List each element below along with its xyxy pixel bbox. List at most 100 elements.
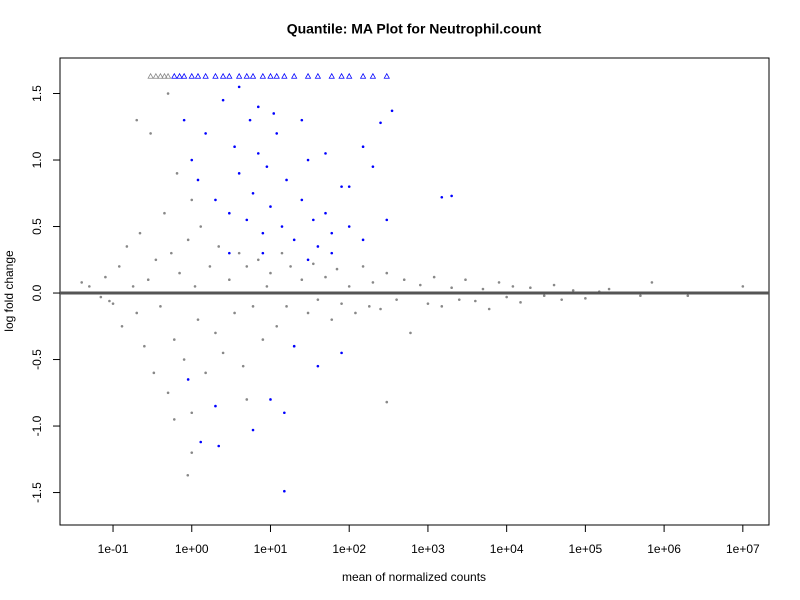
point <box>584 297 587 300</box>
capped-point <box>235 72 243 79</box>
point <box>385 400 389 404</box>
capped-point <box>157 72 164 79</box>
point <box>237 85 241 89</box>
point <box>265 165 269 168</box>
point <box>166 92 170 95</box>
x-tick-label: 1e+07 <box>726 542 760 556</box>
point <box>379 121 382 125</box>
point <box>330 318 334 321</box>
point <box>285 178 288 182</box>
x-tick-label: 1e-01 <box>98 542 129 556</box>
point <box>340 185 343 188</box>
capped-point <box>328 72 335 79</box>
point <box>251 305 255 308</box>
point <box>172 418 176 421</box>
point <box>379 307 382 311</box>
x-tick-label: 1e+03 <box>411 542 445 556</box>
point <box>497 281 501 284</box>
point <box>190 451 194 454</box>
point <box>464 278 467 282</box>
point <box>741 285 745 288</box>
point <box>505 295 508 299</box>
point <box>182 358 186 361</box>
point <box>316 364 320 368</box>
point <box>552 283 556 287</box>
point <box>251 191 255 195</box>
point <box>280 251 284 255</box>
capped-point <box>194 72 202 79</box>
point <box>312 262 315 266</box>
capped-point <box>180 72 188 79</box>
point <box>361 265 365 268</box>
point <box>419 283 422 287</box>
x-axis-label: mean of normalized counts <box>342 570 486 584</box>
point <box>487 307 491 311</box>
point <box>196 178 200 182</box>
point <box>208 265 212 268</box>
point <box>409 331 412 335</box>
point <box>125 245 129 248</box>
point <box>481 287 485 291</box>
point <box>368 305 371 308</box>
y-tick-label: -1.5 <box>30 482 44 503</box>
point <box>292 238 296 242</box>
point <box>163 211 166 215</box>
x-tick-label: 1e+01 <box>254 542 288 556</box>
capped-point <box>259 72 267 79</box>
point <box>283 411 286 415</box>
capped-point <box>314 72 322 79</box>
capped-point <box>304 72 312 79</box>
point <box>233 311 236 315</box>
point <box>221 351 225 355</box>
point <box>131 285 135 288</box>
point <box>312 218 315 222</box>
y-tick-label: 0.0 <box>30 284 44 301</box>
point <box>214 198 217 202</box>
point <box>324 211 327 215</box>
point <box>217 245 221 248</box>
point <box>426 302 430 305</box>
point <box>432 275 436 279</box>
point <box>256 152 260 155</box>
point <box>639 294 642 297</box>
point <box>172 338 176 341</box>
point <box>248 118 252 122</box>
point <box>335 267 339 271</box>
point <box>237 172 241 175</box>
point <box>390 109 394 113</box>
y-tick-label: -1.0 <box>30 415 44 436</box>
point <box>193 285 197 288</box>
point <box>117 265 121 268</box>
point <box>306 258 310 262</box>
point <box>120 324 124 328</box>
point <box>330 231 334 235</box>
point <box>196 318 200 321</box>
point <box>361 238 365 242</box>
x-tick-label: 1e+00 <box>175 542 209 556</box>
point <box>275 324 279 328</box>
point <box>149 132 152 135</box>
point <box>190 158 194 162</box>
point <box>275 132 279 135</box>
point <box>154 258 158 262</box>
point <box>256 105 260 109</box>
point <box>340 351 343 355</box>
point <box>228 278 231 282</box>
capped-point <box>176 72 183 79</box>
plot-frame <box>59 57 770 526</box>
point <box>324 275 327 279</box>
point <box>159 305 162 308</box>
capped-point <box>219 72 227 79</box>
point <box>111 302 115 305</box>
point <box>542 294 546 297</box>
point <box>289 265 292 268</box>
point <box>347 285 351 288</box>
point <box>146 278 150 282</box>
point <box>511 285 515 288</box>
y-axis-label: log fold change <box>2 250 16 332</box>
x-tick-label: 1e+06 <box>647 542 681 556</box>
point <box>182 118 186 122</box>
point <box>251 428 255 432</box>
point <box>324 152 327 155</box>
point <box>186 378 190 381</box>
